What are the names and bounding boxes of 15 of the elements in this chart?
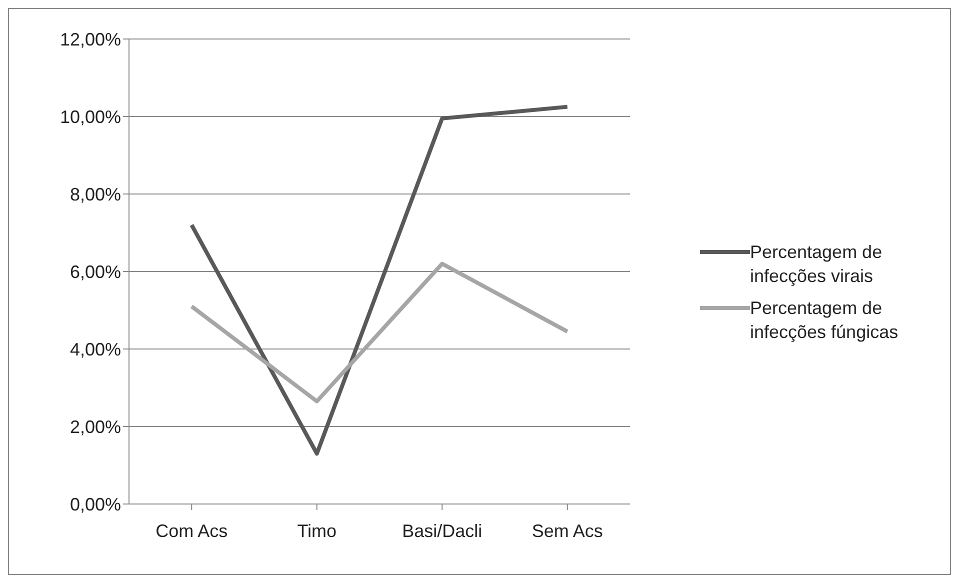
y-tick-label: 6,00% — [70, 262, 121, 282]
x-tick-label: Sem Acs — [532, 520, 603, 541]
x-tick-label: Timo — [297, 520, 337, 541]
y-tick-label: 10,00% — [60, 106, 121, 127]
y-tick-label: 0,00% — [70, 494, 121, 514]
legend-label: Percentagem de infecções fúngicas — [750, 296, 900, 344]
x-tick-label: Basi/Dacli — [402, 520, 482, 541]
line-series — [190, 104, 570, 456]
line-series — [190, 262, 570, 404]
legend-label: Percentagem de infecções virais — [750, 240, 884, 288]
y-tick-label: 2,00% — [70, 416, 121, 437]
y-tick-label: 4,00% — [70, 339, 121, 360]
y-tick-label: 12,00% — [60, 29, 121, 50]
x-tick-label: Com Acs — [156, 520, 228, 541]
y-tick-label: 8,00% — [70, 184, 121, 204]
